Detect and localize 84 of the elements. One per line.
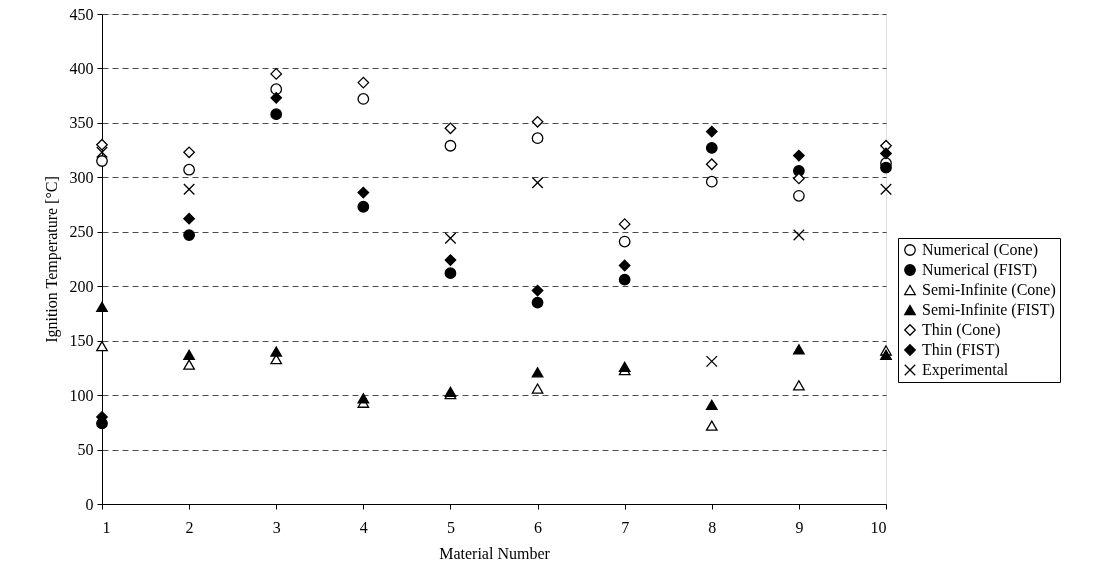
- point: [183, 183, 196, 196]
- y-tick-label: 100: [69, 386, 94, 404]
- x-tick-label: 8: [708, 518, 717, 536]
- point: [96, 301, 108, 313]
- point: [792, 149, 805, 162]
- y-tick-label: 50: [77, 441, 94, 459]
- point: [880, 349, 892, 361]
- y-tick-label: 350: [69, 114, 94, 132]
- legend-label: Semi-Infinite (Cone): [922, 281, 1056, 299]
- y-tick-label: 450: [69, 5, 94, 23]
- point: [270, 67, 283, 80]
- legend-label: Experimental: [922, 361, 1009, 379]
- point: [705, 175, 718, 188]
- point: [270, 108, 283, 121]
- point: [270, 91, 283, 104]
- y-tick-label: 250: [69, 223, 94, 241]
- y-tick-label: 400: [69, 59, 94, 77]
- point: [531, 367, 544, 378]
- x-tick-label: 3: [272, 518, 281, 536]
- point: [183, 212, 196, 225]
- point: [531, 284, 544, 297]
- point: [270, 346, 283, 357]
- point: [270, 83, 283, 96]
- point: [618, 235, 631, 248]
- y-tick-label: 200: [69, 277, 94, 295]
- point: [705, 158, 718, 171]
- point: [531, 383, 544, 394]
- point: [705, 420, 718, 431]
- legend-label: Semi-Infinite (FIST): [922, 301, 1055, 319]
- point: [880, 147, 892, 160]
- x-tick-label: 9: [795, 518, 804, 536]
- point: [444, 122, 457, 135]
- x-tick-label: 1: [102, 518, 111, 536]
- point: [183, 349, 196, 361]
- point: [880, 161, 892, 174]
- point: [531, 115, 544, 128]
- point: [444, 139, 457, 152]
- legend-label: Thin (Cone): [922, 321, 1001, 339]
- point: [531, 296, 544, 309]
- point: [618, 273, 631, 286]
- point: [444, 254, 457, 266]
- point: [357, 186, 370, 199]
- x-tick-label: 5: [446, 518, 455, 536]
- point: [792, 189, 805, 202]
- x-tick-label: 2: [185, 518, 194, 536]
- y-axis-title: Ignition Temperature [°C]: [42, 176, 61, 343]
- point: [357, 200, 370, 213]
- point: [618, 218, 631, 231]
- y-tick-label: 300: [69, 168, 94, 186]
- point: [705, 399, 718, 411]
- point: [96, 146, 108, 159]
- point: [705, 125, 718, 138]
- point: [705, 142, 718, 154]
- point: [357, 393, 370, 404]
- point: [531, 132, 544, 145]
- y-tick-label: 150: [69, 332, 94, 350]
- point: [357, 93, 370, 105]
- point: [618, 361, 631, 372]
- legend-label: Numerical (FIST): [922, 261, 1038, 279]
- point: [444, 267, 457, 280]
- x-axis-title: Material Number: [439, 544, 551, 562]
- point: [183, 163, 196, 176]
- point: [357, 76, 370, 89]
- point: [96, 155, 108, 167]
- point: [792, 229, 805, 241]
- legend-label: Thin (FIST): [922, 341, 1000, 359]
- x-tick-label: 6: [534, 518, 543, 536]
- legend-label: Numerical (Cone): [922, 241, 1038, 259]
- point: [705, 355, 718, 368]
- point: [531, 176, 544, 189]
- point: [183, 146, 196, 159]
- point: [792, 380, 805, 391]
- point: [96, 340, 108, 352]
- x-tick-label: 10: [870, 518, 887, 536]
- point: [792, 344, 805, 355]
- point: [183, 359, 196, 370]
- x-tick-label: 4: [359, 518, 368, 536]
- point: [618, 259, 631, 272]
- point: [444, 232, 457, 245]
- y-tick-label: 0: [85, 495, 94, 513]
- point: [183, 229, 196, 241]
- point: [880, 183, 892, 196]
- point: [96, 138, 108, 151]
- x-tick-label: 7: [621, 518, 630, 536]
